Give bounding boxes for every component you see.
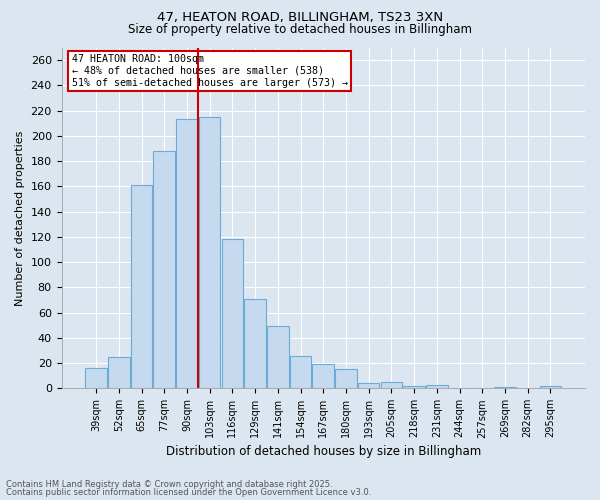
Text: Size of property relative to detached houses in Billingham: Size of property relative to detached ho… <box>128 22 472 36</box>
Text: Contains public sector information licensed under the Open Government Licence v3: Contains public sector information licen… <box>6 488 371 497</box>
Bar <box>539 386 561 388</box>
Bar <box>290 356 311 388</box>
Bar <box>244 298 266 388</box>
Bar <box>267 326 289 388</box>
Bar <box>199 117 220 388</box>
Y-axis label: Number of detached properties: Number of detached properties <box>15 130 25 306</box>
Bar <box>335 370 357 388</box>
Bar <box>426 384 448 388</box>
X-axis label: Distribution of detached houses by size in Billingham: Distribution of detached houses by size … <box>166 444 481 458</box>
Bar <box>358 384 379 388</box>
Bar <box>313 364 334 388</box>
Text: 47 HEATON ROAD: 100sqm
← 48% of detached houses are smaller (538)
51% of semi-de: 47 HEATON ROAD: 100sqm ← 48% of detached… <box>72 54 348 88</box>
Bar <box>85 368 107 388</box>
Bar <box>176 120 198 388</box>
Bar <box>380 382 402 388</box>
Bar <box>221 240 243 388</box>
Bar <box>131 185 152 388</box>
Bar <box>494 387 516 388</box>
Text: Contains HM Land Registry data © Crown copyright and database right 2025.: Contains HM Land Registry data © Crown c… <box>6 480 332 489</box>
Bar <box>108 357 130 388</box>
Bar <box>154 151 175 388</box>
Bar <box>403 386 425 388</box>
Text: 47, HEATON ROAD, BILLINGHAM, TS23 3XN: 47, HEATON ROAD, BILLINGHAM, TS23 3XN <box>157 11 443 24</box>
